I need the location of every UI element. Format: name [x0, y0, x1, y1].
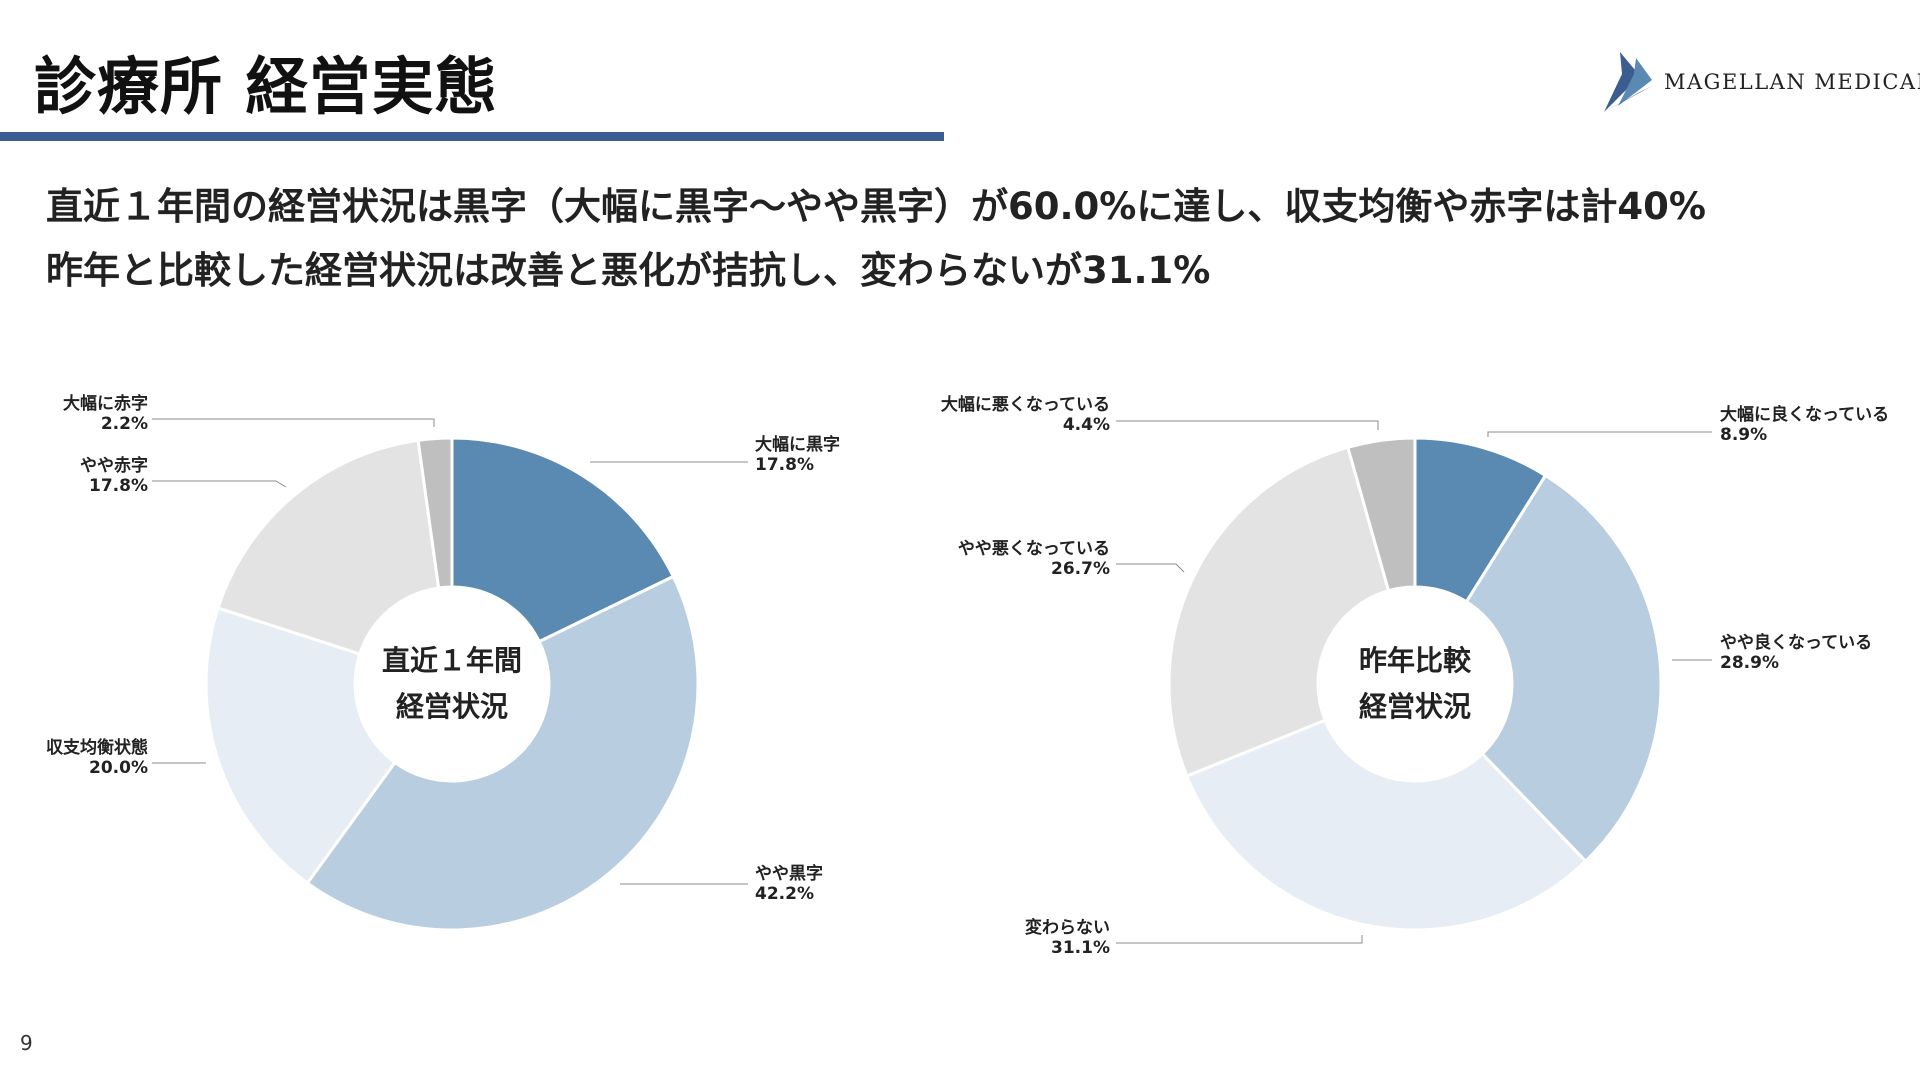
- chart2-center-label-2: 経営状況: [1359, 690, 1471, 723]
- chart2-leader-4: [1116, 563, 1185, 573]
- summary-line-1: 直近１年間の経営状況は黒字（大幅に黒字〜やや黒字）が60.0%に達し、収支均衡や…: [46, 185, 1706, 228]
- magellan-sail-logo-icon: [1604, 52, 1652, 112]
- chart2-leader-3: [1116, 935, 1363, 944]
- page-number: 9: [20, 1031, 33, 1055]
- chart1-value-label-5: 2.2%: [101, 414, 148, 434]
- chart2-slice-3: [1184, 718, 1588, 932]
- chart2-center-label-1: 昨年比較: [1359, 644, 1472, 677]
- chart1-value-label-3: 20.0%: [89, 758, 148, 778]
- chart2-leader-1: [1487, 431, 1712, 437]
- chart2-category-label-2: やや良くなっている: [1720, 632, 1872, 653]
- chart2-category-label-3: 変わらない: [1025, 917, 1110, 938]
- chart1-slice-1: [450, 436, 676, 644]
- chart2-slice-4: [1167, 445, 1391, 778]
- chart1-value-label-4: 17.8%: [89, 476, 148, 496]
- chart1-leader-4: [152, 480, 287, 488]
- chart2-category-label-4: やや悪くなっている: [958, 539, 1110, 559]
- summary-line-2: 昨年と比較した経営状況は改善と悪化が拮抗し、変わらないが31.1%: [46, 249, 1211, 292]
- chart1-slice-2: [305, 574, 700, 932]
- chart1-slice-5: [416, 436, 454, 590]
- chart1-value-label-1: 17.8%: [755, 455, 814, 475]
- chart2-slice-2: [1464, 473, 1663, 864]
- chart1-leader-5: [152, 418, 435, 427]
- chart1-slice-3: [204, 606, 398, 886]
- chart1-slice-4: [216, 438, 441, 656]
- chart1-category-label-3: 収支均衡状態: [46, 737, 148, 758]
- chart2-value-label-3: 31.1%: [1051, 938, 1110, 958]
- page-title: 診療所 経営実態: [34, 50, 498, 123]
- chart2-category-label-5: 大幅に悪くなっている: [941, 394, 1110, 415]
- chart1-value-label-2: 42.2%: [755, 884, 814, 904]
- chart1-category-label-4: やや赤字: [80, 455, 148, 476]
- chart1-center-label-2: 経営状況: [396, 690, 508, 723]
- chart1-category-label-2: やや黒字: [755, 863, 823, 884]
- chart2-value-label-4: 26.7%: [1051, 559, 1110, 579]
- chart2-leader-5: [1116, 420, 1379, 430]
- chart2-category-label-1: 大幅に良くなっている: [1720, 404, 1889, 425]
- chart1-center-label-1: 直近１年間: [382, 644, 522, 677]
- chart1-category-label-5: 大幅に赤字: [63, 393, 148, 414]
- chart2-value-label-1: 8.9%: [1720, 425, 1767, 445]
- title-underline: [0, 132, 944, 141]
- chart2-slice-5: [1345, 436, 1417, 593]
- chart2-value-label-5: 4.4%: [1063, 415, 1110, 435]
- logo-text: MAGELLAN MEDICAL: [1664, 70, 1920, 94]
- company-logo: MAGELLAN MEDICAL: [1600, 46, 1920, 116]
- chart1-category-label-1: 大幅に黒字: [755, 434, 840, 455]
- chart2-value-label-2: 28.9%: [1720, 653, 1779, 673]
